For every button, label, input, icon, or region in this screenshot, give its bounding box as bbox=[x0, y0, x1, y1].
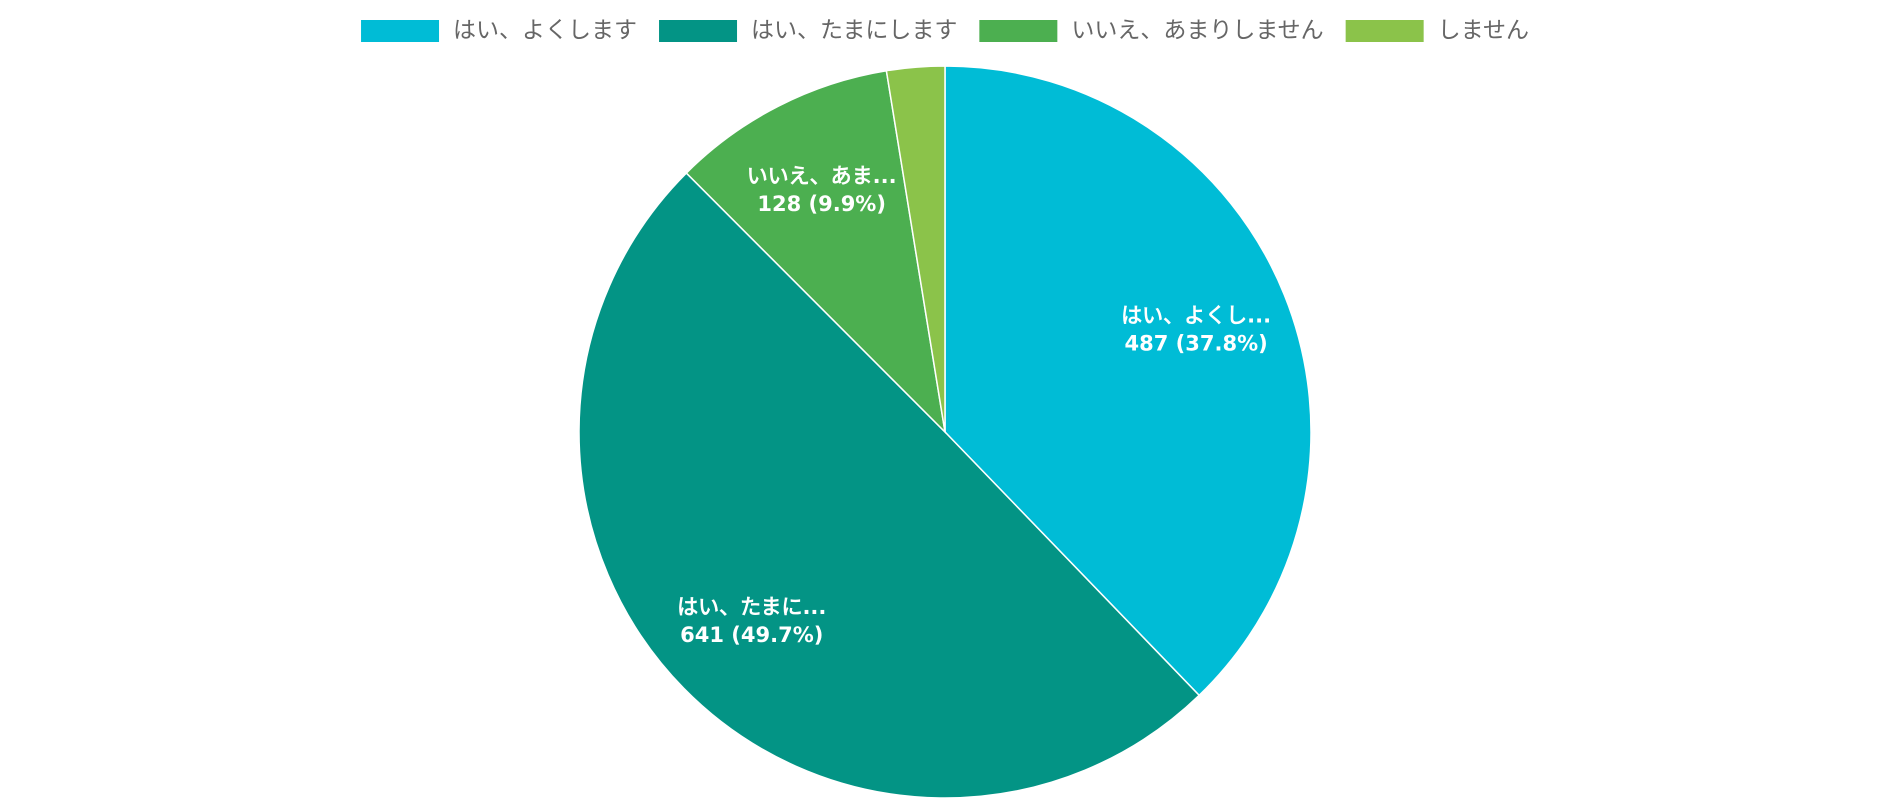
slice-value-label: 128 (9.9%) bbox=[757, 192, 886, 216]
legend-swatch bbox=[361, 20, 440, 42]
slice-label: はい、たまに... bbox=[677, 595, 826, 619]
legend-label: いいえ、あまりしません bbox=[1071, 18, 1323, 44]
slice-value-label: 487 (37.8%) bbox=[1125, 332, 1268, 356]
legend: はい、よくします はい、たまにします いいえ、あまりしません しません bbox=[361, 18, 1529, 44]
legend-swatch bbox=[979, 20, 1058, 42]
pie-slice bbox=[578, 171, 1201, 799]
legend-swatch bbox=[659, 20, 738, 42]
pie-slice bbox=[685, 69, 947, 435]
slice-label: はい、よくし... bbox=[1121, 304, 1271, 328]
legend-swatch bbox=[1345, 20, 1424, 42]
pie-slice bbox=[885, 65, 946, 433]
slice-label: いいえ、あま... bbox=[747, 164, 897, 188]
pie-slice bbox=[944, 65, 1312, 697]
slice-value-label: 641 (49.7%) bbox=[680, 623, 823, 647]
legend-label: はい、たまにします bbox=[751, 18, 957, 44]
legend-label: はい、よくします bbox=[453, 18, 637, 44]
legend-label: しません bbox=[1438, 18, 1529, 44]
